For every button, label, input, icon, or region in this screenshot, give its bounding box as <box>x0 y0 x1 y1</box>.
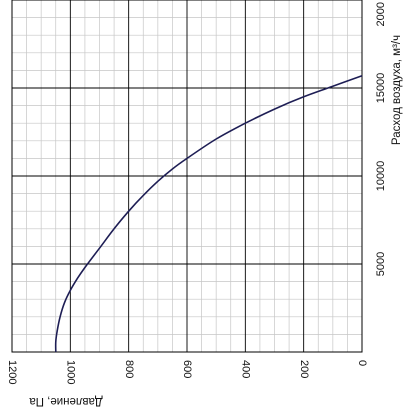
data-point <box>113 228 115 230</box>
y-tick-label: 10000 <box>375 161 387 192</box>
data-point <box>142 195 144 197</box>
plot-frame <box>11 0 363 353</box>
data-point <box>64 302 66 304</box>
data-point <box>186 158 188 160</box>
data-point <box>99 247 101 249</box>
x-tick-label: 200 <box>298 360 310 378</box>
data-point <box>77 277 79 279</box>
data-point <box>70 290 72 292</box>
fan-curve-series <box>54 74 363 353</box>
data-point <box>128 210 130 212</box>
data-point <box>172 168 174 170</box>
data-point <box>215 138 217 140</box>
data-point <box>274 108 276 110</box>
x-tick-label: 400 <box>239 360 251 378</box>
data-point <box>56 330 58 332</box>
y-tick-label: 15000 <box>375 73 387 104</box>
data-point <box>59 316 61 318</box>
y-tick-label: 5000 <box>375 252 387 276</box>
x-tick-label: 800 <box>123 360 135 378</box>
data-point <box>332 85 334 87</box>
data-point <box>245 122 247 124</box>
curve-layer <box>54 74 363 353</box>
major-grid <box>12 0 362 352</box>
x-tick-label: 0 <box>356 360 368 366</box>
data-point <box>55 351 57 353</box>
x-tick-label: 1200 <box>6 360 18 384</box>
data-point <box>303 96 305 98</box>
y-tick-label: 2000 <box>375 2 387 26</box>
x-tick-label: 600 <box>181 360 193 378</box>
data-point <box>361 75 363 77</box>
x-tick-label: 1000 <box>64 360 76 384</box>
data-point <box>55 341 57 343</box>
data-point <box>157 180 159 182</box>
data-point <box>84 267 86 269</box>
x-axis-title: Давление, Па <box>29 395 103 407</box>
y-axis-title: Расход воздуха, м³/ч <box>391 35 403 145</box>
